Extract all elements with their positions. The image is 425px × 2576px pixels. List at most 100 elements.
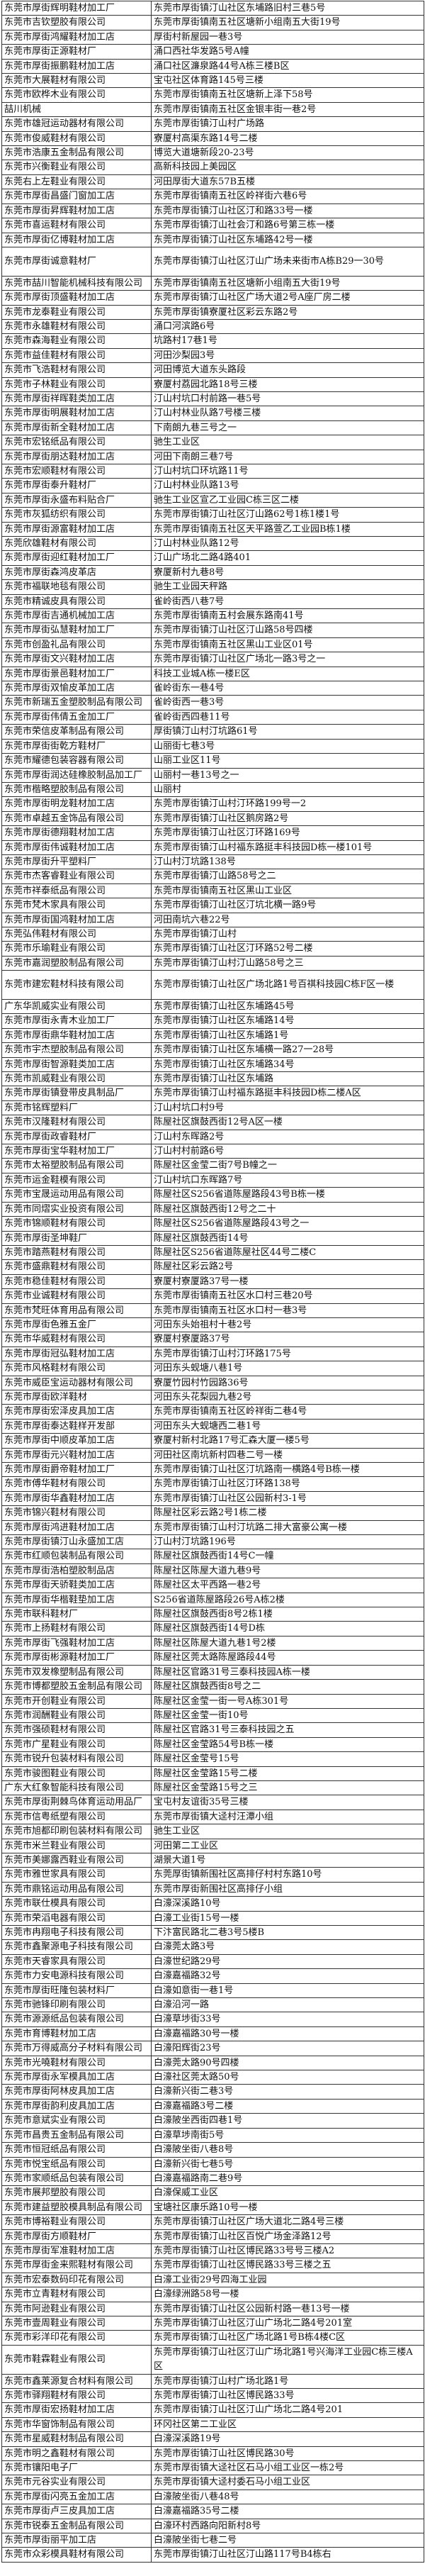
address-cell: 东莞市厚街镇汀山社区百悦广场金泽路12号 xyxy=(151,2229,424,2244)
address-cell: 东莞市厚街镇汀山社区汀和路33号一楼 xyxy=(151,203,424,219)
table-row: 东莞市宏铭纸品有限公司 驰生工业区 xyxy=(1,435,424,450)
company-name-cell: 东莞市润酬鞋业有限公司 xyxy=(1,1707,152,1724)
table-row: 东莞市厚街欧洋鞋材 河田东头花梨园九巷2号 xyxy=(1,1389,424,1405)
company-name-cell: 东莞市双发橡塑制品有限公司 xyxy=(1,1664,152,1680)
company-name-cell: 东莞右上左鞋业有限公司 xyxy=(1,174,152,190)
address-cell: 陈屋社区S256省道陈屋路段43号B栋一楼 xyxy=(151,1187,424,1203)
table-row: 东莞市万得威高分子材料有限公司 白濠阳辉街23号 xyxy=(1,2041,424,2056)
company-name-cell: 东莞市楷略塑胶制品有限公司 xyxy=(1,781,152,798)
address-cell: 东莞市厚街镇汀山社区东埔路旧村三巷5号 xyxy=(151,0,424,16)
address-cell: 东莞市厚街镇南五社区黑山工业区01号 xyxy=(151,637,424,653)
address-cell: 东莞市厚街镇汀山社区汀坑路南一横路4号B栋一楼 xyxy=(151,1461,424,1478)
table-row: 东莞市源源纸品包装有限公司 白濠草埗街33号 xyxy=(1,2012,424,2027)
company-name-cell: 东莞市鑫莱源复合材料有限公司 xyxy=(1,2373,152,2389)
table-row: 东莞市稳佳鞋材有限公司 寮厦村寮厦路37号一楼 xyxy=(1,1273,424,1290)
table-row: 东莞市厚街永青木业加工厂 东莞市厚街镇汀山社区东埔路14号 xyxy=(1,1013,424,1029)
company-name-cell: 东莞市厚街金来熙鞋材有限公司 xyxy=(1,2258,152,2273)
table-row: 东莞市厚街正源鞋材厂 涌口西社华发路5号A幢 xyxy=(1,44,424,60)
address-cell: 东莞市厚街镇汀山社区汀环路138号 xyxy=(151,1476,424,1492)
address-cell: 驰生工业园天秤路 xyxy=(151,579,424,595)
table-row: 东莞市厚街阿林皮具加工店 白濠新兴街二巷3号 xyxy=(1,2084,424,2100)
company-name-cell: 东莞市宏铭纸品有限公司 xyxy=(1,435,152,450)
address-cell: 东莞市厚街镇南五社区岭祥街二巷4号 xyxy=(151,1404,424,1420)
table-row: 东莞市厚街中顺皮革加工店 寮厦村新村北路17号汇森大厦一楼5号 xyxy=(1,1433,424,1449)
address-cell: 东莞市厚街镇南五社区天平路萱乙工业园B栋1楼 xyxy=(151,521,424,537)
company-name-cell: 东莞市厚街源富鞋材加工店 xyxy=(1,521,152,537)
table-row: 东莞市厚街街乾方鞋材厂 山丽街七巷3号 xyxy=(1,738,424,754)
company-name-cell: 东莞市育博鞋材加工店 xyxy=(1,2026,152,2042)
company-name-cell: 东莞市厚街鼎华鞋材加工店 xyxy=(1,1027,152,1044)
address-cell: 东莞市厚街镇汀山社区东埔路1号 xyxy=(151,1027,424,1044)
address-cell: 下汴富民路北二巷3号5楼B xyxy=(151,1924,424,1941)
company-name-cell: 东莞市悦宝纸品有限公司 xyxy=(1,2156,152,2172)
address-cell: 汀山村坑口村前路一巷5号 xyxy=(151,391,424,407)
table-row: 东莞市厚街昌盛门窗加工店 东莞市厚街镇南五社区岭祥街六巷6号 xyxy=(1,189,424,204)
table-row: 东莞市厚街永军模具加工店 白濠社区莞太路50号 xyxy=(1,2070,424,2085)
table-row: 东莞市厚街迎红鞋材加工厂 汀山广场北二路4路401 xyxy=(1,550,424,566)
table-row: 东莞市厚街润达硅橡胶制品加工厂 山丽村一巷13号之一 xyxy=(1,767,424,783)
table-row: 东莞市厚街军准鞋材加工店 东莞市厚街镇汀山社区博民路33号号三楼A2 xyxy=(1,2243,424,2259)
address-cell: 陈屋社区金莹二街7号B幢之一 xyxy=(151,1158,424,1173)
address-cell: 东莞市厚街镇汀山村福东路挺丰科技园D栋一楼101号 xyxy=(151,840,424,855)
address-cell: 陈屋社区旗鼓西街8号2栋1楼 xyxy=(151,1607,424,1622)
company-name-cell: 东莞市厚街泰升鞋材厂 xyxy=(1,478,152,494)
company-name-cell: 东莞市恒冠纸品有限公司 xyxy=(1,2142,152,2158)
company-name-cell: 东莞市厚街昌盛门窗加工店 xyxy=(1,189,152,204)
table-row: 东莞市锐升包装材料有限公司 陈屋社区金莹号15号 xyxy=(1,1751,424,1767)
address-cell: 陈屋社区金莹路15号二楼 xyxy=(151,1766,424,1781)
address-cell: 东莞市厚街镇汀山村汀环路175号 xyxy=(151,1346,424,1362)
address-cell: 陈屋社区陈屋大道九巷1号2楼 xyxy=(151,1635,424,1651)
table-row: 东莞市永雄鞋材有限公司 涌口河滨路6号 xyxy=(1,318,424,335)
table-row: 东莞市厚街振鹏鞋材加工店 涌口社区濂泉路44号A栋三楼B区 xyxy=(1,58,424,74)
address-cell: 雀岭街西四巷11号 xyxy=(151,709,424,725)
address-cell: 白濠环村西路向阳新村8号 xyxy=(151,2518,424,2534)
company-name-cell: 东莞市厚街泰达鞋样开发部 xyxy=(1,1418,152,1434)
address-cell: 东莞市厚街镇南五社区岭祥街六巷6号 xyxy=(151,189,424,204)
address-cell: 涌口西社华发路5号A幢 xyxy=(151,44,424,60)
table-row: 东莞市欧桦木业有限公司 东莞市厚街镇南五社区塘新上泽下58号 xyxy=(1,87,424,103)
table-row: 东莞市力安电源科技有限公司 白濠嘉福路32号 xyxy=(1,1968,424,1984)
address-cell: 科技工业城A栋一楼E区 xyxy=(151,666,424,682)
company-name-cell: 东莞市俊威鞋材有限公司 xyxy=(1,130,152,147)
table-row: 东莞市厚街昇辉鞋材加工店 东莞市厚街镇汀山社区汀和路33号一楼 xyxy=(1,203,424,219)
address-cell: 白濠草埗南街5号 xyxy=(151,2127,424,2143)
address-cell: 白濠深溪路19号 xyxy=(151,2431,424,2447)
address-cell: 寮厦竹园村竹园路36号 xyxy=(151,1375,424,1390)
address-cell: 白濠嘉福路30号一楼 xyxy=(151,2026,424,2042)
table-row: 东莞市厚街亿博鞋材加工店 东莞市厚街镇汀山社区东埔路42号一楼 xyxy=(1,232,424,247)
table-row: 东莞市联科鞋材厂 陈屋社区旗鼓西街8号2栋1楼 xyxy=(1,1607,424,1622)
address-cell: 环冈社区第二工业区 xyxy=(151,2416,424,2433)
table-row: 东莞市铭辉塑料厂 汀山村坑口村9号 xyxy=(1,1100,424,1116)
company-name-cell: 东莞市厚街色雅五金厂 xyxy=(1,1317,152,1333)
table-row: 东莞市彩洋印花有限公司 东莞市厚街镇汀山社区广场北路1号B栋4楼C区 xyxy=(1,2330,424,2346)
company-name-cell: 东莞市厚街欧洋鞋材 xyxy=(1,1389,152,1405)
table-row: 东莞市展邦塑胶有限公司 白濠保威工业区 xyxy=(1,2185,424,2201)
company-name-cell: 东莞市厚街荆棘鸟体育运动用品厂 xyxy=(1,1795,152,1810)
table-row: 东莞市荣信皮革制品有限公司 厚街镇汀山村汀坑路61号 xyxy=(1,724,424,740)
address-cell: 寮厦村荔园北路18号三楼 xyxy=(151,377,424,392)
company-name-cell: 东莞市源源纸品包装有限公司 xyxy=(1,2012,152,2027)
address-cell: 汀山村村前路6号 xyxy=(151,1144,424,1159)
company-name-cell: 东莞市驿翔鞋材有限公司 xyxy=(1,2387,152,2404)
table-row: 东莞市荣滔电器有限公司 白濠工业街15号一楼 xyxy=(1,1910,424,1927)
table-row: 东莞市厚街森鸿皮革店 寮厦新村九巷8号 xyxy=(1,564,424,581)
company-name-cell: 东莞市厚街永盛布料贴合厂 xyxy=(1,492,152,508)
table-row: 东莞市厚街诚意鞋材厂 东莞市厚街镇汀山社区汀山广场未来街市A栋B29一30号 xyxy=(1,246,424,277)
table-row: 东莞市众彩模具鞋材有限公司 东莞市厚街镇汀山社区汀山路117号B4栋右 xyxy=(1,2547,424,2563)
table-row: 东莞市昌贵五金制品有限公司 白濠草埗南街5号 xyxy=(1,2127,424,2143)
address-cell: 汀山村坑口村9号 xyxy=(151,1100,424,1116)
table-row: 东莞右上左鞋业有限公司 河田厚街大道东57B五楼 xyxy=(1,174,424,190)
address-cell: 白濠嘉福路35号二楼 xyxy=(151,2504,424,2519)
table-row: 东莞市旭都印刷包装材料有限公司 驰生工业区 xyxy=(1,1824,424,1839)
address-cell: 河田东头始祖村十巷2号 xyxy=(151,1317,424,1333)
address-cell: 白濠深溪路10号 xyxy=(151,1896,424,1912)
table-row: 东莞市厚街吉通机械加工店 东莞市厚街镇南五村会展东路南41号 xyxy=(1,608,424,624)
table-row: 东莞市梵旺体育用品有限公司 东莞市厚街镇南五社区水口村一巷3号 xyxy=(1,1303,424,1318)
table-row: 东莞市厚街文兴鞋材加工店 东莞市厚街镇汀山社区广场北一路3号之一 xyxy=(1,652,424,667)
address-cell: 下南朗九巷三号之一 xyxy=(151,420,424,436)
company-name-cell: 东莞市凯威鞋业有限公司 xyxy=(1,1071,152,1087)
address-cell: 白濠保威工业区 xyxy=(151,2185,424,2201)
table-row: 东莞市运金鞋模有限公司 汀山村坑口东晖路7号 xyxy=(1,1172,424,1188)
company-name-cell: 东莞市厚街华鑫鞋材加工店 xyxy=(1,1490,152,1507)
company-name-cell: 东莞市广星鞋业有限公司 xyxy=(1,1736,152,1753)
